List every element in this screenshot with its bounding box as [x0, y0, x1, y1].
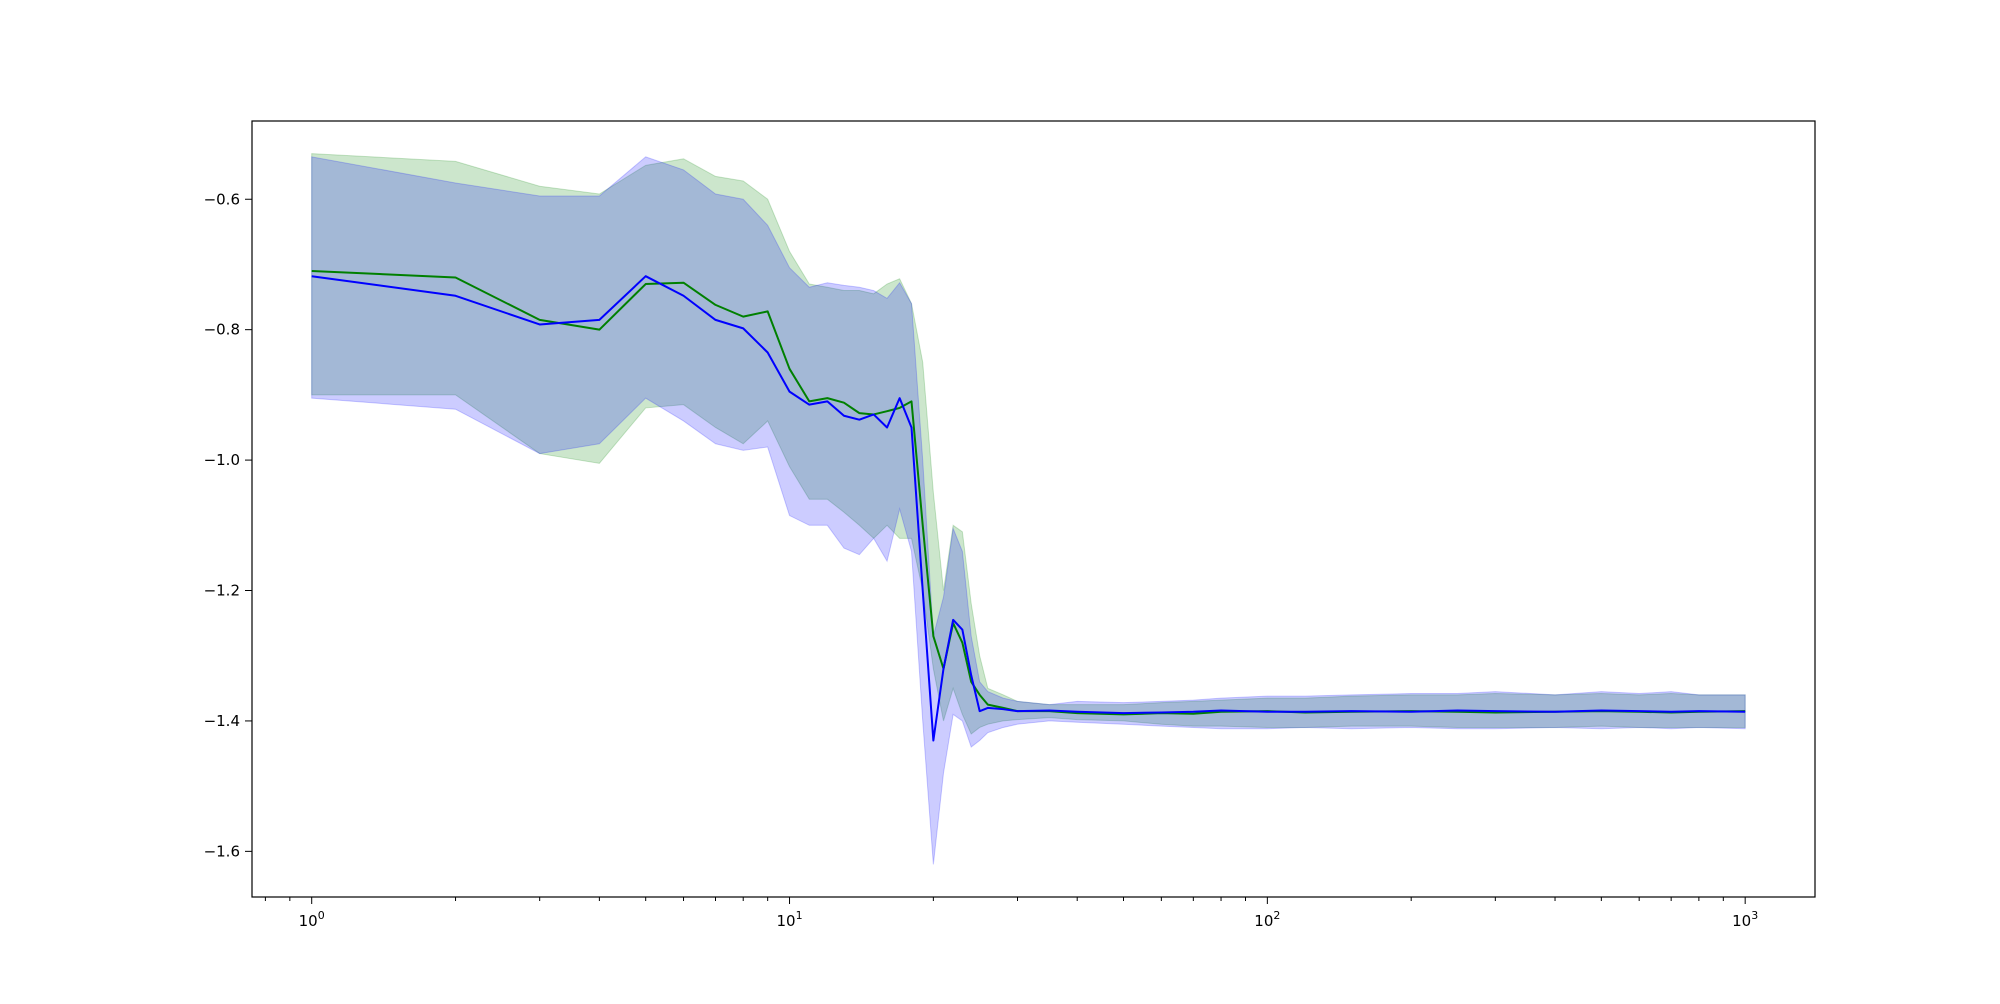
x-tick-label: 101: [776, 909, 802, 930]
y-tick-label: −1.0: [204, 451, 240, 469]
x-tick-label: 103: [1732, 909, 1758, 930]
y-axis: −0.6 −0.8 −1.0 −1.2 −1.4 −1.6: [204, 190, 252, 860]
x-axis: 100 101 102 103: [264, 897, 1758, 930]
series-2-line: [311, 275, 1746, 742]
y-tick-label: −1.6: [204, 842, 240, 860]
y-tick-label: −1.2: [204, 582, 240, 600]
series-2-confidence-band: [311, 156, 1746, 865]
axes-frame: [251, 120, 1816, 898]
y-tick-label: −0.8: [204, 321, 240, 339]
x-tick-label: 100: [299, 909, 325, 930]
x-tick-label: 102: [1254, 909, 1280, 930]
y-tick-label: −0.6: [204, 190, 240, 208]
y-tick-label: −1.4: [204, 712, 240, 730]
series-1-confidence-band: [311, 153, 1746, 735]
plot-area: [311, 153, 1746, 865]
